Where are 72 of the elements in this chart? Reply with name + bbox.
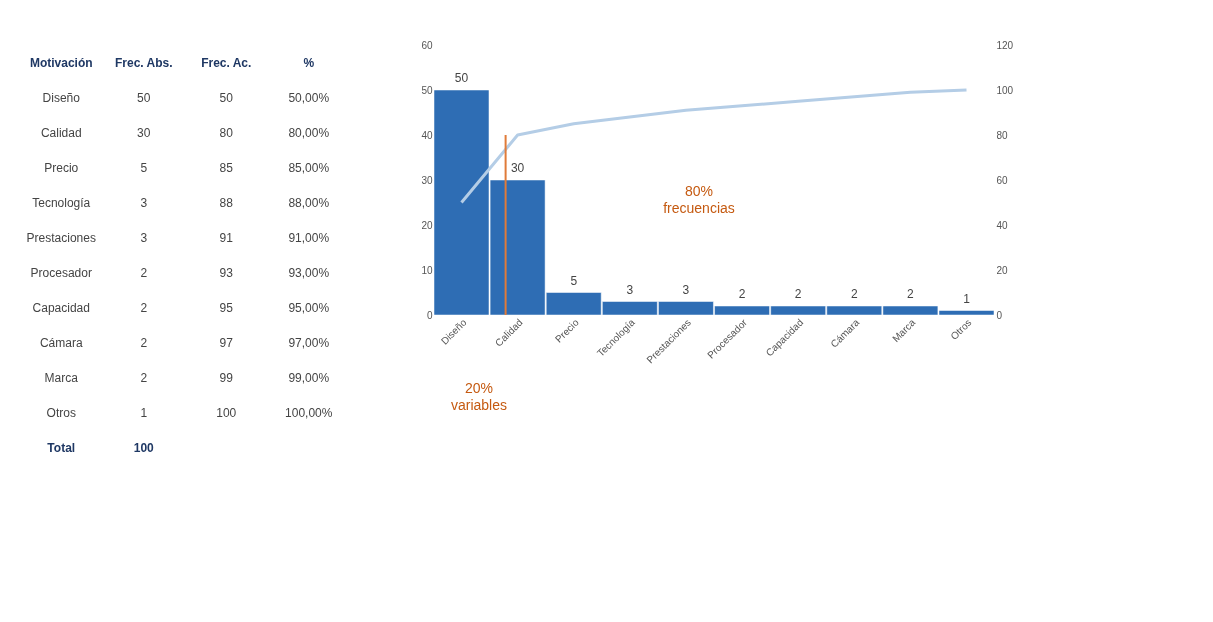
data-label: 1 <box>140 405 148 420</box>
text: Frec. Abs. <box>114 55 173 70</box>
y-tick-label: 60 <box>421 39 433 51</box>
data-label: 93,00% <box>288 265 330 280</box>
data-label: 3 <box>682 282 690 297</box>
data-label: 93 <box>219 265 234 280</box>
data-label: 50,00% <box>288 90 330 105</box>
data-label: 2 <box>140 370 148 385</box>
data-label: 2 <box>140 335 148 350</box>
data-label: 85,00% <box>288 160 330 175</box>
text: 100 <box>216 405 237 420</box>
data-label: 100 <box>133 440 155 455</box>
text: Total <box>47 440 76 455</box>
y-tick-label: 10 <box>421 264 433 276</box>
data-label: 30 <box>137 125 151 140</box>
data-label: 80,00% <box>288 125 330 140</box>
data-label: 1 <box>963 291 971 306</box>
category-label: Procesador <box>30 265 92 280</box>
text: 20% variables <box>450 380 508 413</box>
data-label: 3 <box>626 282 634 297</box>
data-label: 85 <box>219 160 234 175</box>
line-series <box>460 88 969 204</box>
data-label: 3 <box>140 230 148 245</box>
data-label: 80 <box>219 125 234 140</box>
data-label: 100,00% <box>285 405 333 420</box>
category-label: Diseño <box>42 90 81 105</box>
category-label: Prestaciones <box>26 230 96 245</box>
data-label: 2 <box>738 287 746 301</box>
category-label: Tecnología <box>32 195 91 210</box>
data-label: 99 <box>219 370 234 385</box>
text: % <box>303 55 315 70</box>
annotation: 80% frecuencias <box>663 182 735 216</box>
data-label: 50 <box>219 90 234 105</box>
data-label: 2 <box>850 287 858 301</box>
data-label: 2 <box>140 300 148 315</box>
category-label: Otros <box>46 405 76 420</box>
data-label: 5 <box>570 273 578 288</box>
data-label: 88 <box>219 195 234 210</box>
y2-tick-label: 80 <box>996 129 1009 141</box>
data-label: 30 <box>510 161 525 175</box>
data-label: 95 <box>219 300 234 315</box>
y-tick-label: 40 <box>421 129 433 141</box>
data-label: 5 <box>140 160 148 175</box>
data-label: 3 <box>140 195 148 210</box>
category-label: Capacidad <box>32 300 90 315</box>
data-label: 2 <box>794 287 802 301</box>
data-label: 50 <box>137 90 151 105</box>
data-label: 97 <box>219 335 234 350</box>
category-label: Marca <box>44 370 79 385</box>
data-label: 50 <box>454 71 469 85</box>
data-label: 2 <box>907 287 915 301</box>
y-tick-label: 30 <box>421 174 433 186</box>
text: Frec. Ac. <box>201 55 252 70</box>
legend-title: Motivación <box>29 55 93 70</box>
y-tick-label: 50 <box>421 84 433 96</box>
data-label: 97,00% <box>288 335 330 350</box>
y-tick-label: 20 <box>421 219 433 231</box>
y-tick-label: 0 <box>426 309 433 321</box>
data-label: 95,00% <box>288 300 330 315</box>
data-label: 91 <box>219 230 234 245</box>
category-label: Calidad <box>40 125 82 140</box>
y2-tick-label: 20 <box>996 264 1009 276</box>
category-label: Precio <box>44 160 79 175</box>
y2-tick-label: 0 <box>996 309 1003 321</box>
y2-tick-label: 40 <box>996 219 1009 231</box>
data-label: 88,00% <box>288 195 330 210</box>
data-label: 2 <box>140 265 148 280</box>
y2-tick-label: 100 <box>996 84 1014 96</box>
data-label: 91,00% <box>288 230 330 245</box>
data-label: 99,00% <box>288 370 330 385</box>
y2-tick-label: 60 <box>996 174 1009 186</box>
y2-tick-label: 120 <box>996 39 1014 51</box>
